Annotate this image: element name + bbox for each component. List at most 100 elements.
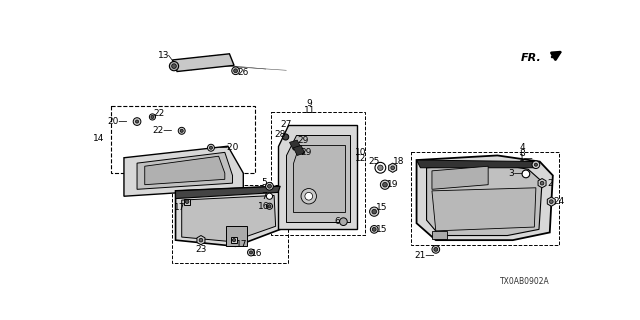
Circle shape: [209, 146, 212, 149]
Circle shape: [133, 118, 141, 125]
Text: 28: 28: [275, 130, 286, 139]
Circle shape: [151, 116, 154, 118]
Circle shape: [234, 69, 237, 73]
Circle shape: [432, 245, 440, 253]
Text: 16: 16: [259, 202, 270, 211]
Circle shape: [391, 166, 394, 170]
Polygon shape: [293, 145, 305, 156]
Text: 17: 17: [173, 203, 185, 212]
Text: 10: 10: [355, 148, 366, 157]
Text: 23: 23: [195, 245, 207, 254]
Text: FR.: FR.: [520, 53, 541, 63]
Text: 16: 16: [252, 250, 263, 259]
Text: 29: 29: [301, 148, 312, 157]
Text: —20: —20: [219, 143, 239, 152]
Circle shape: [534, 163, 538, 166]
Text: 25: 25: [369, 157, 380, 166]
Polygon shape: [388, 163, 397, 172]
Text: 22—: 22—: [152, 126, 172, 135]
Polygon shape: [289, 140, 301, 150]
Circle shape: [340, 218, 348, 226]
Circle shape: [522, 170, 530, 178]
Text: 7: 7: [261, 192, 267, 201]
Text: 2: 2: [547, 179, 552, 188]
Circle shape: [378, 165, 383, 171]
Text: 24: 24: [554, 197, 564, 206]
Polygon shape: [145, 156, 225, 185]
Text: 15: 15: [376, 203, 388, 212]
Text: 14: 14: [93, 134, 104, 143]
Circle shape: [170, 61, 179, 71]
Text: 8: 8: [519, 149, 525, 158]
Circle shape: [268, 205, 271, 208]
Circle shape: [372, 228, 376, 231]
Circle shape: [383, 182, 387, 187]
Polygon shape: [285, 135, 349, 222]
Text: 5: 5: [261, 178, 267, 187]
Polygon shape: [172, 54, 234, 71]
Polygon shape: [417, 160, 540, 168]
Circle shape: [372, 209, 376, 214]
Circle shape: [250, 251, 253, 254]
Polygon shape: [175, 186, 280, 198]
Circle shape: [248, 249, 255, 256]
Circle shape: [550, 200, 553, 204]
Circle shape: [375, 162, 386, 173]
Circle shape: [207, 144, 214, 151]
FancyBboxPatch shape: [184, 198, 190, 205]
Circle shape: [232, 67, 239, 75]
Circle shape: [178, 127, 185, 134]
Polygon shape: [417, 156, 553, 240]
Circle shape: [266, 182, 273, 190]
Circle shape: [371, 226, 378, 233]
Circle shape: [283, 134, 289, 140]
Circle shape: [305, 192, 312, 200]
FancyBboxPatch shape: [232, 237, 237, 243]
Text: 27: 27: [281, 120, 292, 129]
Text: 3—: 3—: [508, 169, 523, 179]
Circle shape: [266, 203, 273, 209]
Polygon shape: [432, 231, 447, 239]
Text: 18: 18: [393, 157, 404, 166]
Circle shape: [380, 180, 390, 189]
Circle shape: [266, 193, 273, 199]
Circle shape: [180, 129, 183, 132]
Polygon shape: [227, 226, 247, 246]
Text: 4: 4: [519, 143, 525, 152]
Text: 20—: 20—: [108, 117, 128, 126]
Text: 17: 17: [236, 240, 248, 249]
Circle shape: [199, 238, 203, 242]
Text: 9: 9: [307, 99, 312, 108]
Text: 15: 15: [376, 225, 388, 234]
Text: 26: 26: [237, 68, 249, 77]
Polygon shape: [175, 186, 280, 246]
Circle shape: [172, 64, 176, 68]
Polygon shape: [432, 188, 536, 231]
Circle shape: [232, 238, 236, 242]
Circle shape: [540, 181, 544, 185]
Text: 22: 22: [153, 109, 164, 118]
Circle shape: [268, 184, 271, 188]
Text: 1—: 1—: [519, 154, 534, 163]
Polygon shape: [547, 197, 556, 206]
Circle shape: [301, 188, 316, 204]
Polygon shape: [182, 196, 276, 242]
Text: 13: 13: [158, 51, 170, 60]
Text: 19: 19: [387, 180, 399, 189]
Circle shape: [434, 247, 438, 251]
Polygon shape: [278, 124, 357, 229]
Circle shape: [185, 200, 189, 204]
Text: 21—: 21—: [414, 251, 435, 260]
Text: 12: 12: [355, 154, 366, 163]
Circle shape: [369, 207, 379, 216]
Polygon shape: [427, 163, 542, 236]
Polygon shape: [538, 179, 546, 188]
Text: 29: 29: [298, 136, 309, 145]
Polygon shape: [137, 152, 232, 189]
Circle shape: [149, 114, 156, 120]
Text: 6: 6: [334, 217, 340, 226]
Polygon shape: [124, 146, 243, 196]
Circle shape: [532, 161, 540, 169]
Circle shape: [136, 120, 139, 123]
Polygon shape: [432, 166, 488, 189]
